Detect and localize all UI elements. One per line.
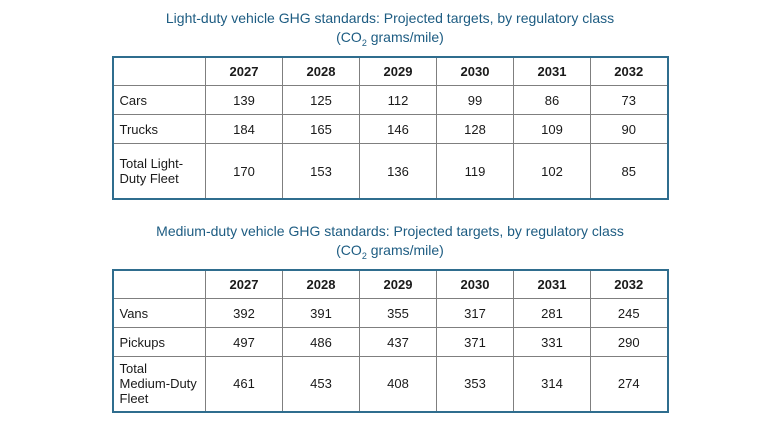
co-prefix: (CO [336, 28, 362, 45]
table-cell: 371 [436, 327, 514, 358]
light-duty-title-line2: (CO2 grams/mile) [336, 28, 444, 48]
table-cell: 90 [590, 114, 668, 145]
table-row: Trucks 184 165 146 128 109 90 [112, 114, 668, 145]
corner-cell [112, 269, 206, 300]
table-cell: 184 [205, 114, 283, 145]
row-header-cell: Total Medium-Duty Fleet [112, 356, 206, 413]
co-suffix: grams/mile) [366, 28, 444, 45]
row-header-cell: Total Light-Duty Fleet [112, 143, 206, 200]
table-cell: 290 [590, 327, 668, 358]
row-header-cell: Pickups [112, 327, 206, 358]
table-total-row: Total Medium-Duty Fleet 461 453 408 353 … [112, 356, 668, 413]
table-row: Vans 392 391 355 317 281 245 [112, 298, 668, 329]
medium-duty-title-line1: Medium-duty vehicle GHG standards: Proje… [156, 222, 624, 239]
table-cell: 486 [282, 327, 360, 358]
table-header-row: 2027 2028 2029 2030 2031 2032 [112, 56, 668, 87]
year-header-cell: 2029 [359, 269, 437, 300]
table-cell: 331 [513, 327, 591, 358]
table-cell: 136 [359, 143, 437, 200]
year-header-cell: 2027 [205, 269, 283, 300]
corner-cell [112, 56, 206, 87]
year-header-cell: 2030 [436, 269, 514, 300]
table-cell: 170 [205, 143, 283, 200]
table-cell: 128 [436, 114, 514, 145]
table-cell: 392 [205, 298, 283, 329]
medium-duty-title: Medium-duty vehicle GHG standards: Proje… [40, 222, 740, 260]
table-cell: 245 [590, 298, 668, 329]
table-cell: 437 [359, 327, 437, 358]
table-cell: 73 [590, 85, 668, 116]
table-cell: 274 [590, 356, 668, 413]
table-row: Cars 139 125 112 99 86 73 [112, 85, 668, 116]
table-header-row: 2027 2028 2029 2030 2031 2032 [112, 269, 668, 300]
table-cell: 99 [436, 85, 514, 116]
year-header-cell: 2030 [436, 56, 514, 87]
table-cell: 102 [513, 143, 591, 200]
table-cell: 112 [359, 85, 437, 116]
co-subscript: 2 [361, 37, 367, 48]
table-cell: 391 [282, 298, 360, 329]
row-header-cell: Vans [112, 298, 206, 329]
medium-duty-table: 2027 2028 2029 2030 2031 2032 Vans 392 3… [111, 268, 669, 413]
medium-duty-title-line2: (CO2 grams/mile) [336, 241, 444, 261]
co-prefix: (CO [336, 241, 362, 258]
row-header-cell: Cars [112, 85, 206, 116]
table-cell: 314 [513, 356, 591, 413]
table-cell: 317 [436, 298, 514, 329]
table-cell: 139 [205, 85, 283, 116]
table-cell: 408 [359, 356, 437, 413]
light-duty-title: Light-duty vehicle GHG standards: Projec… [40, 9, 740, 47]
table-cell: 461 [205, 356, 283, 413]
light-duty-section: Light-duty vehicle GHG standards: Projec… [0, 9, 780, 200]
year-header-cell: 2029 [359, 56, 437, 87]
table-cell: 281 [513, 298, 591, 329]
table-cell: 86 [513, 85, 591, 116]
year-header-cell: 2027 [205, 56, 283, 87]
table-total-row: Total Light-Duty Fleet 170 153 136 119 1… [112, 143, 668, 200]
table-cell: 125 [282, 85, 360, 116]
year-header-cell: 2032 [590, 56, 668, 87]
year-header-cell: 2031 [513, 269, 591, 300]
table-cell: 85 [590, 143, 668, 200]
table-cell: 109 [513, 114, 591, 145]
row-header-cell: Trucks [112, 114, 206, 145]
year-header-cell: 2028 [282, 56, 360, 87]
table-cell: 146 [359, 114, 437, 145]
medium-duty-section: Medium-duty vehicle GHG standards: Proje… [0, 222, 780, 413]
co-subscript: 2 [361, 250, 367, 261]
table-cell: 165 [282, 114, 360, 145]
table-cell: 353 [436, 356, 514, 413]
light-duty-title-line1: Light-duty vehicle GHG standards: Projec… [165, 10, 615, 26]
table-cell: 119 [436, 143, 514, 200]
year-header-cell: 2031 [513, 56, 591, 87]
table-cell: 355 [359, 298, 437, 329]
co-suffix: grams/mile) [366, 241, 444, 258]
year-header-cell: 2032 [590, 269, 668, 300]
year-header-cell: 2028 [282, 269, 360, 300]
table-cell: 497 [205, 327, 283, 358]
table-row: Pickups 497 486 437 371 331 290 [112, 327, 668, 358]
table-cell: 153 [282, 143, 360, 200]
table-cell: 453 [282, 356, 360, 413]
light-duty-table: 2027 2028 2029 2030 2031 2032 Cars 139 1… [111, 55, 669, 200]
